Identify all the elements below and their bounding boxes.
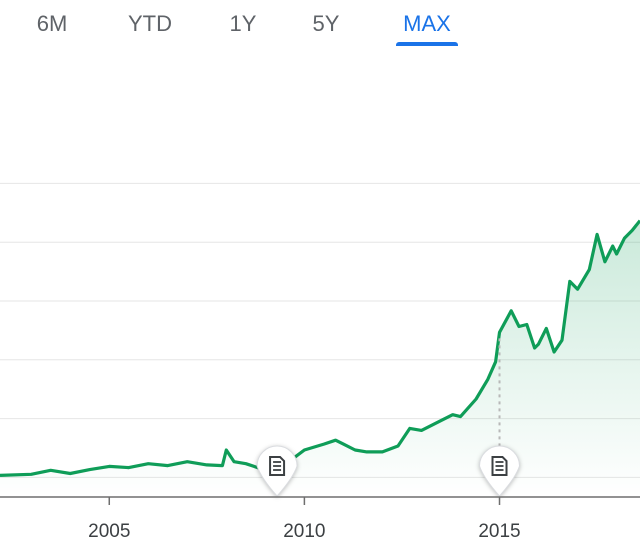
event-marker[interactable] [479, 338, 521, 497]
tab-active-indicator [396, 42, 458, 46]
x-axis-ticks: 2005 2010 2015 [88, 497, 521, 542]
tab-5y[interactable]: 5Y [312, 11, 340, 36]
range-tabs: 6M YTD 1Y 5Y MAX [0, 0, 640, 50]
x-tick-label: 2015 [478, 521, 520, 542]
event-marker-pin [479, 445, 521, 497]
document-icon [269, 456, 286, 476]
tab-ytd[interactable]: YTD [128, 11, 172, 36]
event-markers [256, 338, 521, 497]
tab-6m[interactable]: 6M [36, 11, 68, 36]
event-marker-pin [256, 445, 298, 497]
x-tick-label: 2005 [88, 521, 130, 542]
x-tick-label: 2010 [283, 521, 325, 542]
price-area-fill [0, 220, 640, 497]
tab-max[interactable]: MAX [396, 8, 458, 46]
price-line [0, 219, 640, 477]
tab-max-label: MAX [403, 11, 451, 36]
document-icon [491, 456, 508, 476]
tab-1y[interactable]: 1Y [229, 11, 257, 36]
event-marker[interactable] [256, 445, 298, 497]
